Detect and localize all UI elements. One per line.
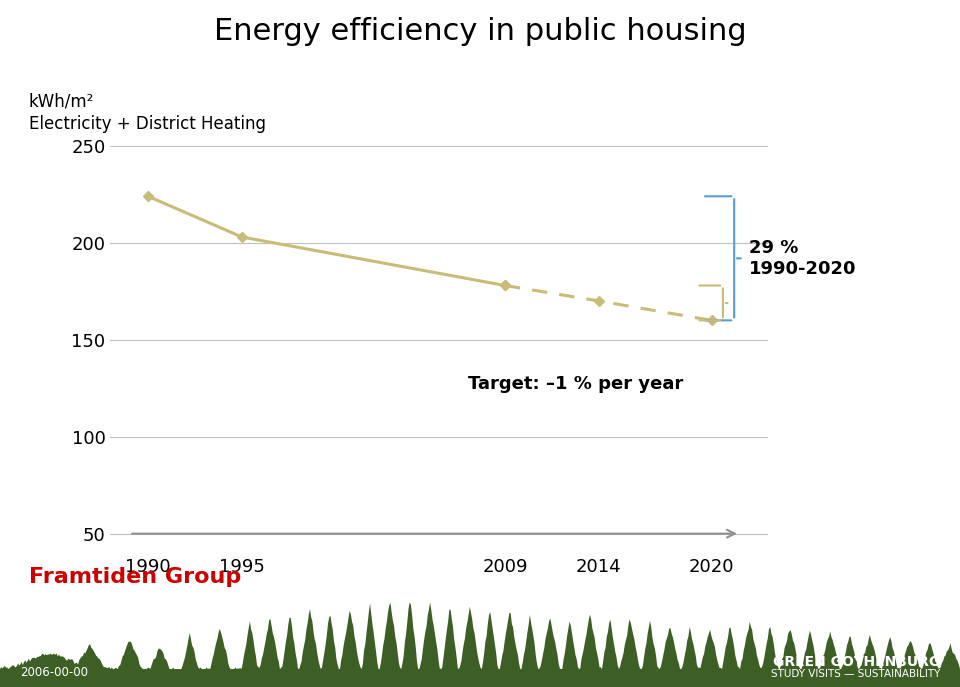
Text: Electricity + District Heating: Electricity + District Heating (29, 115, 266, 133)
Text: STUDY VISITS — SUSTAINABILITY: STUDY VISITS — SUSTAINABILITY (771, 669, 940, 679)
Text: 2006-00-00: 2006-00-00 (20, 666, 88, 679)
Polygon shape (0, 602, 960, 687)
Text: 29 %
1990-2020: 29 % 1990-2020 (749, 239, 856, 278)
Text: Target: –1 % per year: Target: –1 % per year (468, 375, 684, 394)
Text: Energy efficiency in public housing: Energy efficiency in public housing (214, 17, 746, 46)
Text: kWh/m²: kWh/m² (29, 93, 94, 111)
Text: Framtiden Group: Framtiden Group (29, 567, 241, 587)
Text: GREEN GOTHENBURG: GREEN GOTHENBURG (773, 655, 940, 669)
